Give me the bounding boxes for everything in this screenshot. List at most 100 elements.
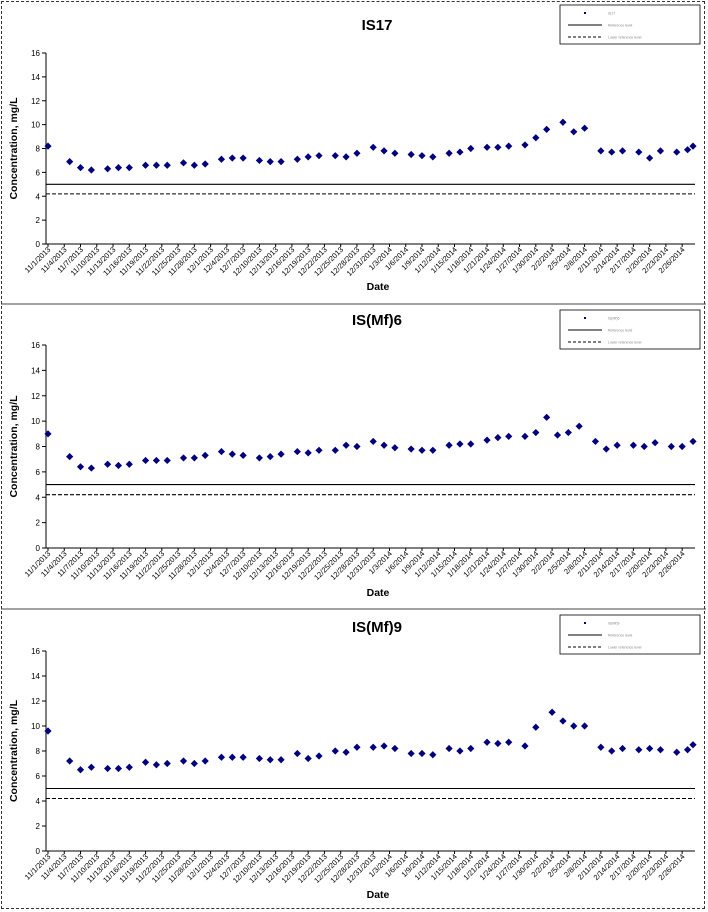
data-point	[580, 124, 589, 132]
data-point	[570, 722, 578, 730]
data-point	[342, 441, 350, 449]
data-point	[673, 148, 681, 156]
data-point	[683, 146, 692, 154]
data-point	[125, 164, 133, 172]
data-point	[656, 746, 665, 754]
data-point	[179, 757, 188, 765]
data-point	[635, 746, 643, 754]
data-point	[646, 744, 654, 753]
data-point	[315, 446, 323, 454]
legend-label: Reference level	[608, 24, 633, 28]
data-point	[179, 159, 188, 167]
data-point	[640, 442, 648, 451]
data-point	[217, 447, 226, 456]
chart-title: IS(Mf)9	[352, 619, 402, 636]
data-point	[608, 747, 616, 755]
data-point	[689, 741, 697, 749]
legend-label: IS(Mf)6	[608, 317, 620, 321]
y-tick-label: 4	[36, 797, 41, 806]
data-point	[548, 708, 556, 716]
data-point	[570, 128, 578, 136]
y-tick-label: 2	[36, 519, 41, 528]
data-point	[152, 456, 161, 465]
data-point	[277, 158, 285, 166]
y-tick-label: 14	[31, 366, 40, 375]
y-tick-label: 0	[36, 544, 41, 553]
y-tick-label: 2	[36, 822, 41, 831]
y-tick-label: 6	[36, 468, 41, 477]
data-point	[152, 761, 161, 769]
data-point	[152, 161, 161, 169]
data-point	[304, 153, 312, 161]
data-point	[456, 148, 464, 156]
chart-panel-1: IS17 IS17 Reference level Lower reference l…	[1, 4, 706, 305]
x-axis-label: Date	[367, 889, 390, 901]
data-point	[353, 149, 361, 157]
data-point	[445, 441, 453, 449]
data-point	[407, 445, 415, 453]
data-point	[190, 161, 198, 169]
data-point	[559, 717, 567, 725]
data-point	[331, 747, 339, 755]
data-point	[418, 749, 426, 758]
data-point	[114, 164, 123, 172]
data-point	[114, 461, 123, 470]
data-point	[66, 453, 74, 461]
y-axis-label: Concentration, mg/L	[8, 97, 20, 200]
data-point	[342, 153, 350, 161]
data-point	[369, 743, 377, 751]
chart-panel-2: IS(Mf)6 IS(Mf)6 Reference level Lower refer…	[1, 309, 706, 610]
y-tick-label: 2	[36, 216, 41, 225]
data-point	[521, 742, 529, 750]
y-tick-label: 6	[36, 772, 41, 781]
y-tick-label: 8	[36, 443, 41, 452]
data-point	[618, 744, 627, 753]
data-point	[315, 752, 323, 760]
legend-label: Lower reference level	[608, 341, 642, 345]
data-point	[141, 161, 150, 169]
data-point	[467, 440, 475, 448]
data-point	[239, 154, 247, 162]
y-tick-label: 12	[31, 392, 40, 401]
data-point	[44, 142, 52, 150]
data-point	[483, 738, 491, 746]
data-point	[190, 759, 198, 768]
data-point	[163, 759, 171, 768]
data-point	[407, 749, 415, 758]
data-point	[239, 451, 247, 459]
y-tick-label: 16	[31, 49, 40, 58]
legend-marker	[584, 12, 586, 14]
data-point	[87, 464, 95, 472]
data-point	[331, 446, 339, 454]
data-point	[125, 763, 133, 771]
data-point	[141, 758, 150, 766]
data-point	[418, 152, 426, 160]
data-point	[532, 428, 540, 437]
data-point	[125, 460, 133, 468]
data-point	[651, 439, 659, 447]
data-point	[266, 158, 274, 166]
data-point	[87, 166, 95, 174]
y-axis-label: Concentration, mg/L	[8, 699, 20, 802]
legend-label: IS(Mf)9	[608, 622, 620, 626]
y-tick-label: 10	[31, 417, 40, 426]
data-point	[602, 445, 610, 453]
data-point	[391, 149, 399, 157]
data-point	[429, 153, 437, 161]
data-point	[543, 125, 551, 133]
data-point	[66, 757, 74, 765]
data-point	[104, 165, 112, 173]
data-point	[445, 744, 453, 753]
data-point	[293, 447, 301, 456]
data-point	[104, 460, 112, 468]
data-point	[391, 744, 399, 753]
data-point	[635, 148, 643, 156]
data-point	[228, 154, 236, 162]
data-point	[483, 436, 491, 444]
data-point	[266, 756, 274, 764]
data-point	[380, 147, 388, 155]
data-point	[293, 749, 301, 758]
data-point	[456, 440, 464, 448]
data-point	[407, 150, 415, 159]
